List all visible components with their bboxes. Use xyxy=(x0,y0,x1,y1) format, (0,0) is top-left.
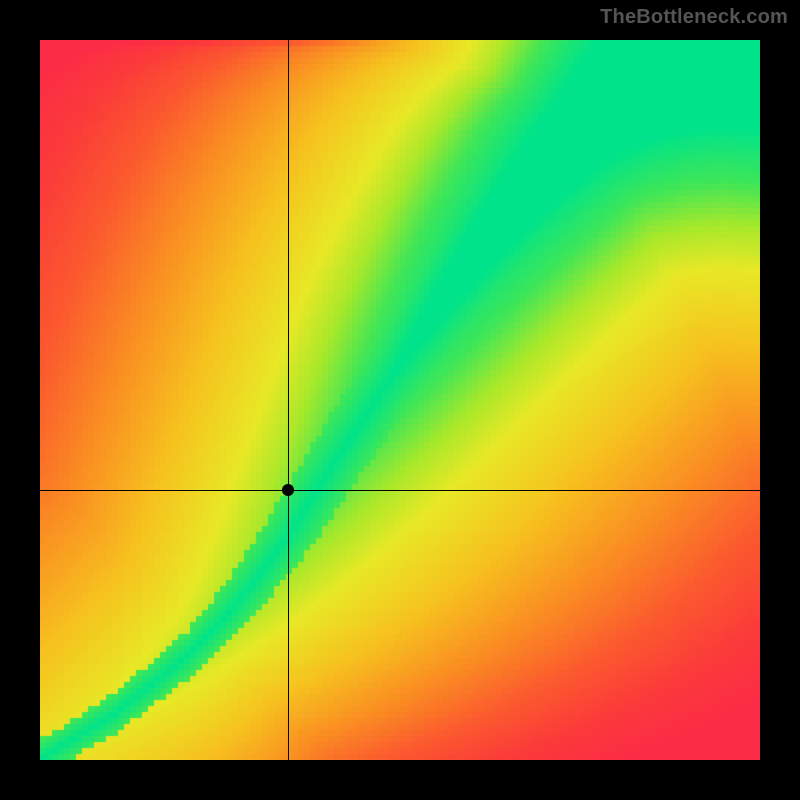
plot-area xyxy=(40,40,760,760)
chart-frame: { "watermark": { "text": "TheBottleneck.… xyxy=(0,0,800,800)
crosshair-marker xyxy=(282,484,294,496)
crosshair-vertical xyxy=(288,40,289,760)
watermark-text: TheBottleneck.com xyxy=(600,6,788,29)
heatmap-canvas xyxy=(40,40,760,760)
crosshair-horizontal xyxy=(40,490,760,491)
